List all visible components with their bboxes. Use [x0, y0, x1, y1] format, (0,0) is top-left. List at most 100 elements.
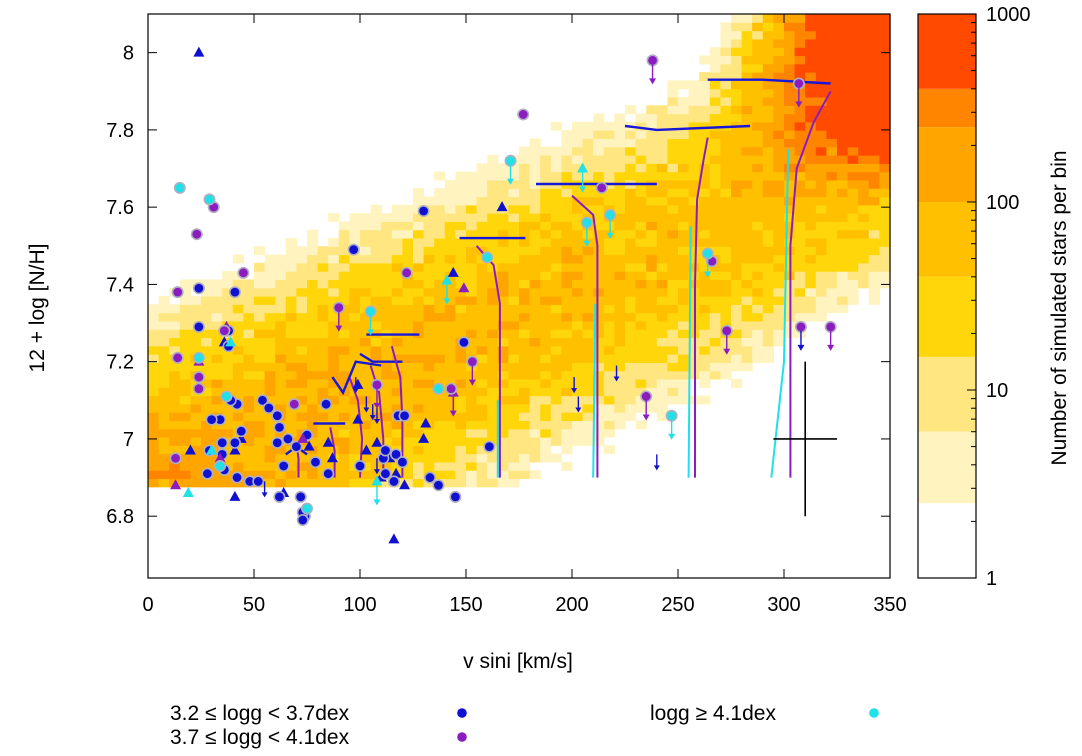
heatmap-cell	[741, 329, 753, 339]
heatmap-cell	[656, 213, 668, 222]
heatmap-cell	[731, 96, 743, 106]
heatmap-cell	[550, 453, 562, 463]
heatmap-cell	[402, 370, 414, 380]
heatmap-cell	[625, 345, 637, 355]
heatmap-cell	[678, 271, 690, 281]
heatmap-cell	[370, 470, 382, 480]
heatmap-cell	[413, 403, 425, 413]
heatmap-cell	[434, 354, 446, 363]
heatmap-cell	[275, 478, 287, 488]
heatmap-cell	[635, 113, 647, 123]
heatmap-cell	[190, 296, 202, 305]
heatmap-cell	[508, 237, 520, 247]
heatmap-cell	[773, 221, 785, 231]
heatmap-cell	[423, 370, 435, 380]
heatmap-cell	[529, 445, 541, 455]
heatmap-cell	[667, 271, 679, 281]
heatmap-cell	[264, 362, 276, 372]
heatmap-cell	[858, 163, 870, 173]
heatmap-cell	[773, 271, 785, 281]
heatmap-cell	[179, 387, 191, 397]
heatmap-cell	[720, 362, 732, 372]
heatmap-cell	[646, 312, 658, 322]
heatmap-cell	[794, 246, 806, 256]
upper-limit-arrowhead	[723, 348, 731, 355]
heatmap-cell	[572, 138, 584, 148]
heatmap-cell	[625, 287, 637, 297]
heatmap-cell	[762, 188, 774, 198]
heatmap-cell	[720, 105, 732, 115]
heatmap-cell	[317, 354, 329, 363]
heatmap-cell	[826, 63, 838, 73]
heatmap-cell	[254, 287, 266, 297]
heatmap-cell	[158, 370, 170, 380]
heatmap-cell	[572, 420, 584, 430]
heatmap-cell	[603, 254, 615, 264]
heatmap-cell	[285, 337, 297, 347]
heatmap-cell	[826, 196, 838, 206]
heatmap-cell	[678, 304, 690, 314]
heatmap-cell	[731, 246, 743, 256]
heatmap-cell	[794, 296, 806, 305]
heatmap-cell	[413, 229, 425, 239]
triangle-mid	[458, 282, 470, 293]
heatmap-cell	[275, 362, 287, 372]
heatmap-cell	[720, 72, 732, 81]
heatmap-cell	[423, 329, 435, 339]
heatmap-cell	[540, 378, 552, 388]
heatmap-cell	[264, 370, 276, 380]
heatmap-cell	[741, 246, 753, 256]
heatmap-cell	[572, 254, 584, 264]
heatmap-cell	[741, 262, 753, 272]
heatmap-cell	[731, 105, 743, 115]
heatmap-cell	[434, 271, 446, 281]
heatmap-cell	[307, 395, 319, 405]
heatmap-cell	[731, 196, 743, 206]
heatmap-cell	[752, 354, 764, 363]
heatmap-cell	[699, 237, 711, 247]
heatmap-cell	[678, 312, 690, 322]
heatmap-cell	[529, 146, 541, 156]
heatmap-cell	[360, 412, 372, 422]
heatmap-cell	[614, 138, 626, 148]
heatmap-cell	[815, 221, 827, 231]
star-mid	[171, 286, 184, 299]
heatmap-cell	[667, 370, 679, 380]
heatmap-cell	[423, 287, 435, 297]
heatmap-cell	[603, 362, 615, 372]
heatmap-cell	[678, 354, 690, 363]
heatmap-cell	[656, 345, 668, 355]
heatmap-cell	[285, 254, 297, 264]
heatmap-cell	[190, 470, 202, 480]
heatmap-cell	[572, 354, 584, 363]
heatmap-cell	[232, 453, 244, 463]
heatmap-cell	[741, 279, 753, 289]
heatmap-cell	[561, 312, 573, 322]
heatmap-cell	[508, 354, 520, 363]
heatmap-cell	[794, 196, 806, 206]
heatmap-cell	[656, 196, 668, 206]
heatmap-cell	[667, 304, 679, 314]
heatmap-cell	[572, 395, 584, 405]
heatmap-cell	[487, 412, 499, 422]
heatmap-cell	[741, 229, 753, 239]
heatmap-cell	[815, 229, 827, 239]
heatmap-cell	[381, 354, 393, 363]
heatmap-cell	[561, 254, 573, 264]
heatmap-cell	[815, 213, 827, 222]
heatmap-cell	[752, 80, 764, 90]
heatmap-cell	[243, 329, 255, 339]
heatmap-cell	[455, 428, 467, 438]
heatmap-cell	[593, 362, 605, 372]
heatmap-cell	[550, 121, 562, 131]
heatmap-cell	[614, 378, 626, 388]
heatmap-cell	[773, 279, 785, 289]
heatmap-cell	[497, 246, 509, 256]
heatmap-cell	[720, 229, 732, 239]
star-low	[457, 336, 470, 349]
heatmap-cell	[444, 204, 456, 214]
heatmap-cell	[455, 312, 467, 322]
heatmap-cell	[603, 246, 615, 256]
heatmap-cell	[667, 121, 679, 131]
heatmap-cell	[720, 30, 732, 40]
